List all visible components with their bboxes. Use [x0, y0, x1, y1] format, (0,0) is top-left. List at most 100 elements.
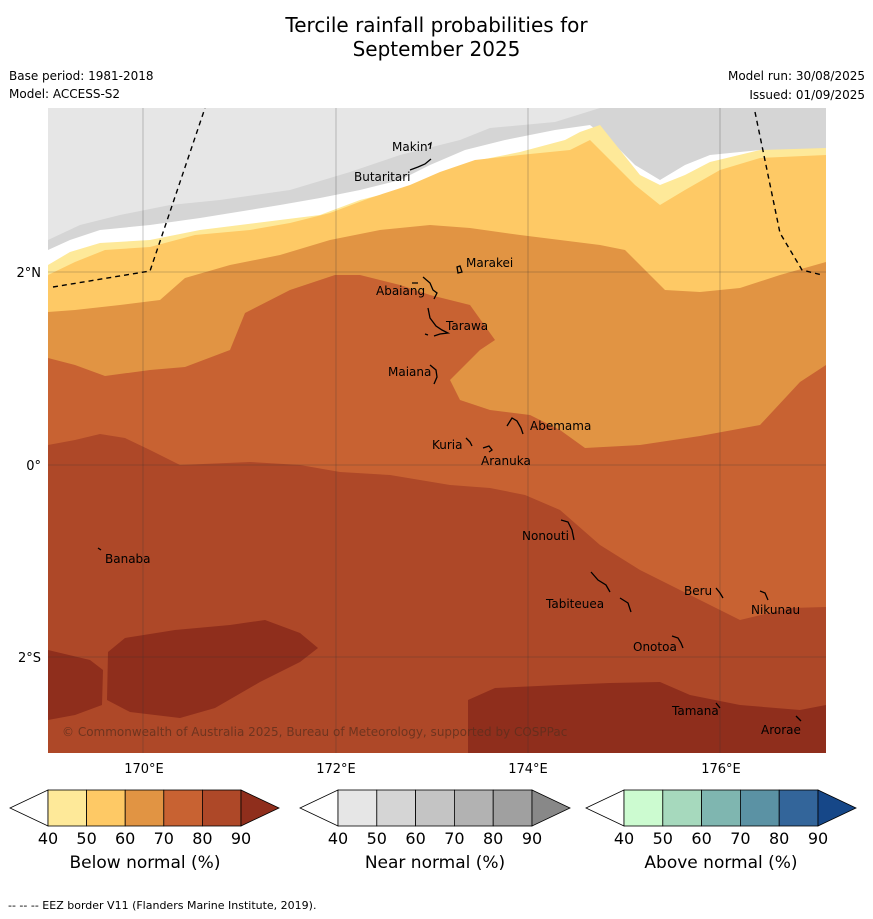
colorbar-above — [585, 789, 857, 827]
place-label-aranuka: Aranuka — [481, 454, 531, 468]
title-line2: September 2025 — [352, 37, 521, 61]
colorbar-near-tick: 40 — [327, 829, 349, 848]
region-below-over-90-east — [468, 682, 826, 753]
island-maiana — [429, 364, 438, 385]
colorbar-above-low-extend — [585, 789, 625, 827]
place-label-marakei: Marakei — [466, 256, 513, 270]
island-outlines — [97, 141, 802, 722]
place-label-abemama: Abemama — [530, 419, 591, 433]
place-label-nikunau: Nikunau — [751, 603, 800, 617]
colorbar-above-segment — [701, 789, 741, 827]
colorbar-above-tick: 80 — [769, 829, 790, 848]
colorbar-near-tick: 90 — [521, 829, 543, 848]
place-label-maiana: Maiana — [388, 365, 431, 379]
island-aranuka — [482, 445, 493, 453]
region-near-normal-light — [48, 108, 600, 240]
lon-label-172e: 172°E — [316, 762, 356, 777]
colorbar-near — [299, 789, 571, 827]
colorbar-above-segment — [662, 789, 702, 827]
colorbar-below-tick: 40 — [37, 829, 59, 848]
colorbar-above-tick: 90 — [807, 829, 829, 848]
model-name: Model: ACCESS-S2 — [9, 87, 121, 101]
island-marakei — [456, 265, 463, 274]
island-tarawa — [424, 307, 451, 337]
colorbar-near-segment — [492, 789, 533, 827]
colorbar-near-segment — [337, 789, 378, 827]
colorbar-near-tick: 80 — [483, 829, 504, 848]
colorbar-below-segment — [47, 789, 87, 827]
place-label-arorae: Arorae — [761, 723, 801, 737]
island-tabiteuea — [590, 571, 632, 613]
colorbar-near-high-extend — [531, 789, 571, 827]
colorbar-near-segment — [415, 789, 455, 827]
eez-border-east — [754, 111, 823, 276]
place-label-nonouti: Nonouti — [522, 529, 569, 543]
colorbar-above-tick: 40 — [613, 829, 635, 848]
colorbar-below-segment — [124, 789, 165, 827]
colorbar-above-tick: 50 — [652, 829, 673, 848]
island-beru — [715, 587, 724, 599]
island-kuria — [465, 437, 473, 447]
colorbar-below-tick: 70 — [153, 829, 174, 848]
colorbar-above-segment — [778, 789, 819, 827]
colorbar-near-label: Near normal (%) — [364, 853, 506, 873]
lon-label-170e: 170°E — [124, 762, 164, 777]
island-nikunau — [759, 590, 769, 601]
colorbar-near-tick: 70 — [444, 829, 465, 848]
map-copyright: © Commonwealth of Australia 2025, Bureau… — [62, 725, 567, 739]
place-label-kuria: Kuria — [432, 438, 463, 452]
place-label-tabiteuea: Tabiteuea — [545, 597, 604, 611]
island-onotoa — [671, 635, 684, 649]
gridlines — [48, 108, 826, 753]
issued-date: Issued: 01/09/2025 — [749, 88, 865, 102]
lat-label-2n: 2°N — [17, 266, 42, 281]
colorbar-below-label: Below normal (%) — [69, 853, 221, 873]
region-below-over-90-west — [48, 650, 103, 720]
island-makin — [427, 141, 432, 150]
colorbar-below-tick: 60 — [115, 829, 136, 848]
lat-label-2s: 2°S — [18, 651, 41, 666]
longitude-labels: 170°E 172°E 174°E 176°E — [124, 762, 741, 777]
model-run: Model run: 30/08/2025 — [727, 69, 865, 83]
colorbar-near-segment — [376, 789, 416, 827]
colorbar-below-tick: 80 — [192, 829, 213, 848]
place-label-tarawa: Tarawa — [445, 319, 488, 333]
lon-label-174e: 174°E — [508, 762, 548, 777]
colorbar-below-segment — [86, 789, 126, 827]
place-label-banaba: Banaba — [105, 552, 151, 566]
colorbar-above-segment — [623, 789, 664, 827]
colorbar-below — [9, 789, 280, 827]
island-banaba — [97, 547, 102, 551]
colorbar-below-low-extend — [9, 789, 49, 827]
colorbar-near-low-extend — [299, 789, 339, 827]
base-period: Base period: 1981-2018 — [9, 69, 154, 83]
place-label-beru: Beru — [684, 584, 712, 598]
island-arorae — [795, 715, 802, 722]
place-labels: Makin Butaritari Marakei Abaiang Tarawa … — [105, 140, 801, 737]
colorbar-above-tick: 60 — [691, 829, 712, 848]
island-abemama — [506, 417, 524, 435]
colorbar-near-tick: 60 — [405, 829, 426, 848]
lat-label-0: 0° — [26, 459, 41, 474]
colorbar-below-high-extend — [240, 789, 280, 827]
colorbar-above-tick: 70 — [730, 829, 751, 848]
place-label-makin: Makin — [392, 140, 428, 154]
latitude-labels: 2°N 0° 2°S — [17, 266, 42, 666]
colorbar-near-tick: 50 — [366, 829, 387, 848]
title-line1: Tercile rainfall probabilities for — [285, 13, 588, 37]
colorbar-above-label: Above normal (%) — [644, 853, 798, 873]
region-below-over-90-central — [107, 620, 318, 718]
island-nonouti — [560, 519, 575, 541]
place-label-butaritari: Butaritari — [354, 170, 411, 184]
island-abaiang — [412, 276, 438, 300]
colorbar-below-tick: 90 — [230, 829, 252, 848]
place-label-tamana: Tamana — [671, 704, 719, 718]
colorbar-below-tick: 50 — [76, 829, 97, 848]
lon-label-176e: 176°E — [701, 762, 741, 777]
colorbar-above-high-extend — [817, 789, 857, 827]
place-label-onotoa: Onotoa — [633, 640, 677, 654]
colorbar-below-segment — [201, 789, 242, 827]
eez-footer-note: -- -- -- EEZ border V11 (Flanders Marine… — [8, 899, 317, 912]
island-tamana — [715, 702, 721, 709]
